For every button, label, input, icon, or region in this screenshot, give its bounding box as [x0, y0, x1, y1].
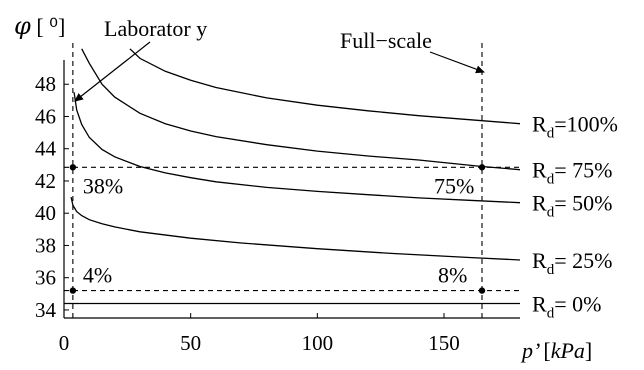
data-point: [69, 287, 77, 294]
y-tick-label: 40: [35, 201, 56, 225]
point-label: 8%: [438, 263, 467, 288]
point-label: 75%: [434, 173, 474, 198]
series-label: Rd= 25%: [532, 248, 612, 278]
annotation-arrow: [74, 41, 151, 102]
y-tick-label: 36: [35, 266, 56, 290]
x-axis-label: p’ [kPa]: [520, 338, 592, 363]
series-line: [129, 48, 520, 125]
data-point: [69, 164, 77, 171]
series-line: [81, 48, 520, 171]
y-tick-label: 46: [35, 104, 56, 128]
data-point: [478, 164, 486, 171]
x-tick-label: 50: [180, 331, 201, 355]
series-lines: [64, 48, 520, 305]
series-label: Rd= 0%: [532, 291, 601, 321]
series-line: [73, 92, 520, 204]
annotation-label: Full−scale: [340, 28, 432, 53]
data-point: [478, 287, 486, 294]
data-points: [69, 164, 486, 294]
series-label: Rd= 50%: [532, 191, 612, 221]
series-label: Rd= 75%: [532, 158, 612, 188]
reference-lines: [64, 40, 520, 318]
y-tick-label: 44: [35, 137, 57, 161]
y-tick-label: 38: [35, 233, 56, 257]
y-axis-label: φ [ ⁰]: [14, 12, 65, 40]
y-tick-label: 48: [35, 72, 56, 96]
series-line: [70, 196, 520, 261]
point-label: 38%: [83, 173, 123, 198]
y-tick-label: 42: [35, 169, 56, 193]
series-label: Rd=100%: [532, 112, 618, 142]
annotation-arrow: [429, 51, 485, 74]
point-label: 4%: [83, 263, 112, 288]
x-tick-label: 150: [428, 331, 460, 355]
series-clip-group: [64, 48, 520, 305]
x-tick-label: 100: [302, 331, 334, 355]
annotation-label: Laborator y: [104, 16, 207, 41]
x-tick-label: 0: [59, 331, 70, 355]
tick-layer: [63, 83, 445, 318]
y-tick-label: 34: [35, 298, 57, 322]
